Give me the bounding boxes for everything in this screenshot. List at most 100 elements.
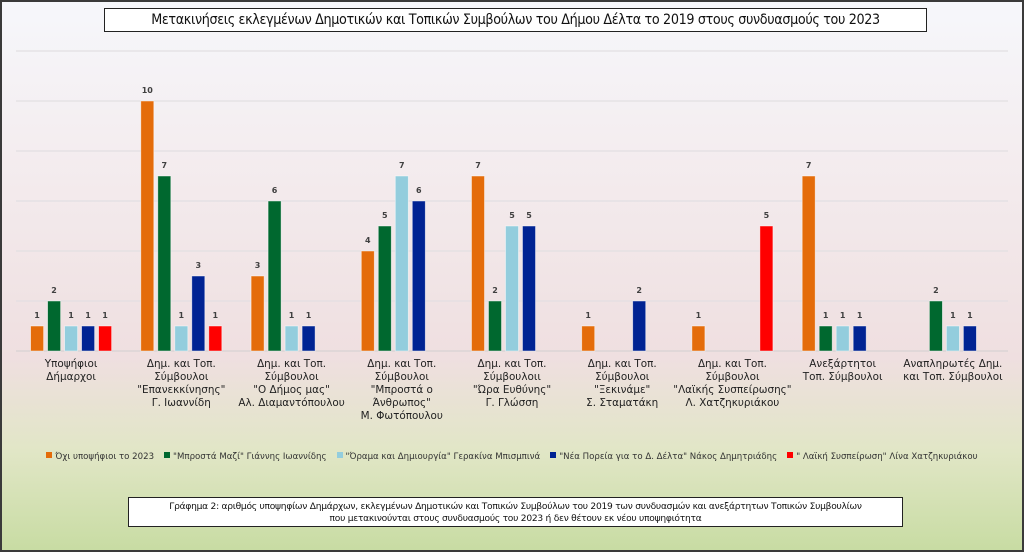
legend-item: "Όραμα και Δημιουργία" Γερακίνα Μπισμπιν…: [336, 452, 540, 462]
legend-label: " Λαϊκή Συσπείρωση" Λίνα Χατζηκυριάκου: [796, 452, 978, 462]
bar: [759, 225, 774, 352]
data-label: 7: [162, 161, 168, 170]
data-label: 2: [51, 286, 57, 295]
bar: [488, 300, 502, 352]
category-label: Δημ. και Τοπ. Σύμβουλοι "Λαϊκής Συσπείρωση…: [672, 358, 792, 410]
data-label: 1: [585, 311, 591, 320]
data-label: 1: [68, 311, 74, 320]
bar: [30, 325, 45, 352]
bar: [64, 325, 78, 352]
data-label: 1: [102, 311, 108, 320]
category-label-line: Σύμβουλοι: [374, 371, 429, 383]
data-label: 1: [289, 311, 295, 320]
bar: [632, 300, 647, 352]
bar: [47, 300, 61, 352]
bar: [377, 225, 392, 352]
category-label-line: "Μπροστά ο: [370, 384, 433, 396]
category-label-line: Γ. Γλώσση: [485, 397, 539, 409]
data-label: 7: [806, 161, 812, 170]
bar: [411, 200, 426, 352]
legend-label: "Νέα Πορεία για το Δ. Δέλτα" Νάκος Δημητ…: [559, 452, 778, 462]
data-labels: 1 10 3 4 7 1 1 7 2 7 6 5 2 1 2 1 1 1 7 5 1 1 1 3 1 6 5 2 1 1 1 1 5: [34, 86, 973, 320]
figure-caption: Γράφημα 2: αριθμός υποψηφίων Δημάρχων, ε…: [128, 497, 903, 527]
bar: [191, 275, 206, 352]
data-label: 1: [823, 311, 829, 320]
data-label: 2: [636, 286, 642, 295]
legend-swatch: [46, 452, 53, 458]
category-label: Υποψήφιοι Δήμαρχοι: [11, 358, 131, 384]
legend-item: Όχι υποψήφιοι το 2023: [46, 452, 154, 462]
legend-swatch: [164, 452, 171, 458]
data-label: 7: [475, 161, 481, 170]
category-label: Δημ. και Τοπ. Σύμβουλοιι "Ώρα Ευθύνης" Γ. Γ…: [452, 358, 572, 410]
category-label-line: Λ. Χατζηκυριάκου: [685, 397, 780, 409]
category-label-line: Δημ. και Τοπ.: [587, 358, 657, 370]
bar: [835, 325, 850, 352]
data-label: 1: [950, 311, 956, 320]
legend-swatch: [336, 452, 343, 458]
bar: [522, 225, 536, 352]
legend: Όχι υποψήφιοι το 2023 "Μπροστά Μαζί" Γιάν…: [0, 452, 1024, 462]
bar: [852, 325, 867, 352]
bar: [505, 225, 519, 352]
category-label-line: Σύμβουλοιι: [483, 371, 541, 383]
bar: [208, 325, 223, 352]
data-label: 6: [416, 186, 422, 195]
data-label: 1: [179, 311, 185, 320]
category-label-line: Σύμβουλοι: [264, 371, 319, 383]
category-label-line: Δήμαρχοι: [46, 371, 96, 383]
bar: [581, 325, 596, 352]
data-label: 3: [255, 261, 261, 270]
category-label-line: Μ. Φωτόπουλου: [360, 410, 443, 422]
bar: [471, 175, 485, 352]
category-label: Αναπληρωτές Δημ. και Τοπ. Σύμβουλοι: [893, 358, 1013, 384]
category-label-line: Δημ. και Τοπ.: [146, 358, 216, 370]
bar: [929, 300, 943, 352]
category-label: Ανεξάρτητοι Τοπ. Σύμβουλοι: [783, 358, 903, 384]
data-label: 4: [365, 236, 371, 245]
data-label: 5: [382, 211, 388, 220]
bar: [157, 175, 172, 352]
category-label-line: Δημ. και Τοπ.: [367, 358, 437, 370]
category-label-line: Υποψήφιοι: [44, 358, 98, 370]
category-label-line: Δημ. και Τοπ.: [697, 358, 767, 370]
legend-item: "Νέα Πορεία για το Δ. Δέλτα" Νάκος Δημητ…: [550, 452, 777, 462]
bar: [81, 325, 95, 352]
data-label: 7: [399, 161, 405, 170]
category-label-line: "Λαϊκής Συσπείρωσης": [673, 384, 792, 396]
category-label: Δημ. και Τοπ. Σύμβουλοι "Επανεκκίνησης" Γ. …: [121, 358, 241, 410]
category-label-line: "Επανεκκίνησης": [137, 384, 226, 396]
bar: [801, 175, 816, 352]
category-label-line: Γ. Ιωαννίδη: [151, 397, 211, 409]
category-label-line: Δημ. και Τοπ.: [477, 358, 547, 370]
legend-label: "Μπροστά Μαζί" Γιάννης Ιωαννίδης: [173, 452, 327, 462]
bar: [818, 325, 833, 352]
bar: [284, 325, 299, 352]
data-label: 10: [142, 86, 154, 95]
bar: [250, 275, 265, 352]
category-label-line: Σύμβουλοι: [705, 371, 760, 383]
bar: [963, 325, 977, 352]
bar: [691, 325, 706, 352]
bar: [360, 250, 375, 352]
data-label: 1: [34, 311, 40, 320]
data-label: 5: [526, 211, 532, 220]
data-label: 5: [764, 211, 770, 220]
bar: [267, 200, 282, 352]
data-label: 1: [85, 311, 91, 320]
caption-line-1: Γράφημα 2: αριθμός υποψηφίων Δημάρχων, ε…: [169, 502, 862, 512]
data-label: 6: [272, 186, 278, 195]
category-label-line: "Ξεκινάμε": [594, 384, 651, 396]
legend-swatch: [787, 452, 794, 458]
category-label-line: "Ο Δήμος μας": [253, 384, 330, 396]
data-label: 1: [967, 311, 973, 320]
category-label: Δημ. και Τοπ. Σύμβουλοι "Ο Δήμος μας" Αλ. Δ…: [232, 358, 352, 410]
chart-title: Μετακινήσεις εκλεγμένων Δημοτικών και Το…: [104, 8, 927, 32]
category-label: Δημ. και Τοπ. Σύμβουλοι "Ξεκινάμε" Σ. Σταμα…: [562, 358, 682, 410]
data-label: 1: [213, 311, 219, 320]
category-label-line: "Ώρα Ευθύνης": [472, 384, 552, 396]
legend-item: "Μπροστά Μαζί" Γιάννης Ιωαννίδης: [164, 452, 327, 462]
category-label-line: Τοπ. Σύμβουλοι: [802, 371, 883, 383]
category-label-line: Αλ. Διαμαντόπουλου: [238, 397, 345, 409]
